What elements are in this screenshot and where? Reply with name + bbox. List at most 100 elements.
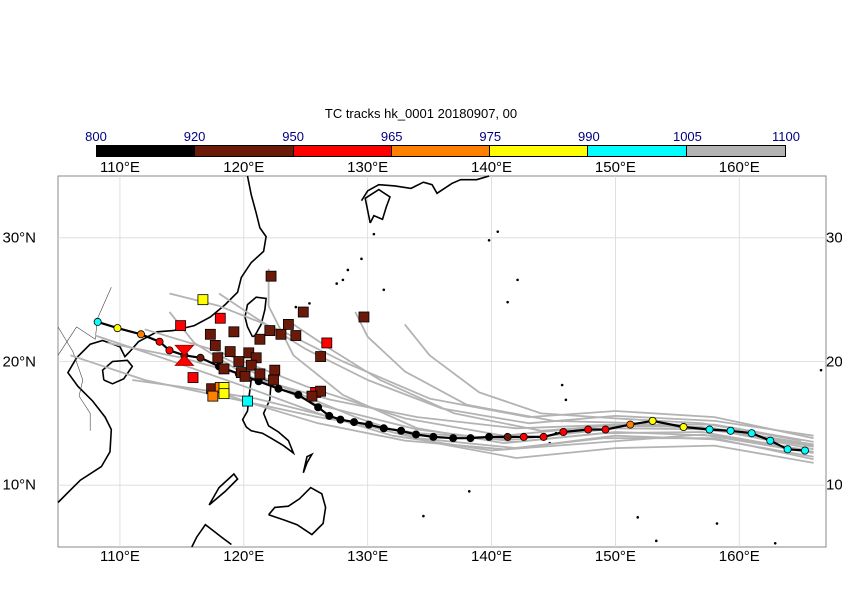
- colorbar-tick-label: 950: [282, 129, 304, 144]
- coastline: [302, 452, 314, 474]
- island-dot: [467, 490, 471, 493]
- ensemble-track: [267, 268, 802, 451]
- track-point: [584, 425, 593, 434]
- island-dot: [819, 368, 823, 372]
- landfall-marker: [269, 364, 281, 376]
- island-dot: [496, 230, 500, 233]
- lat-label-left: 30°N: [2, 229, 36, 247]
- colorbar-tick-label: 990: [577, 129, 600, 144]
- current-position-icon: [174, 344, 195, 366]
- ensemble-track: [168, 311, 814, 453]
- track-point: [766, 436, 775, 445]
- island-dot: [382, 288, 386, 292]
- colorbar-tick-label: 975: [479, 129, 502, 144]
- landfall-marker: [358, 311, 370, 323]
- lon-label-bottom: 110°E: [99, 548, 140, 565]
- island-dot: [516, 278, 519, 282]
- track-point: [294, 390, 303, 399]
- track-point: [679, 423, 688, 432]
- lon-label-top: 140°E: [471, 159, 513, 176]
- island-dot: [487, 239, 491, 242]
- lon-label-bottom: 150°E: [594, 548, 636, 565]
- lon-label-top: 120°E: [223, 159, 265, 176]
- track-point: [350, 418, 359, 427]
- island-dot: [308, 302, 311, 305]
- lon-label-top: 110°E: [99, 159, 140, 176]
- landfall-marker: [239, 370, 251, 382]
- track-point: [379, 424, 388, 433]
- landfall-marker: [306, 390, 318, 402]
- landfall-marker: [297, 306, 309, 318]
- track-point: [726, 426, 735, 435]
- ensemble-track: [292, 323, 814, 443]
- landfall-marker: [321, 337, 333, 349]
- landfall-marker: [224, 346, 236, 358]
- island-dot: [341, 278, 345, 282]
- colorbar-tick-label: 800: [85, 129, 107, 144]
- colorbar-tick-label: 965: [380, 129, 403, 144]
- coastline: [191, 523, 232, 548]
- landfall-marker: [254, 368, 266, 380]
- lat-label-right: 20°N: [826, 353, 842, 370]
- track-point: [626, 420, 635, 429]
- landfall-marker: [315, 351, 327, 362]
- landfall-marker: [214, 312, 226, 324]
- ensemble-track: [169, 292, 814, 440]
- coastline: [244, 296, 267, 338]
- track-point: [449, 434, 458, 443]
- track-point: [113, 324, 122, 333]
- lon-label-top: 150°E: [594, 159, 636, 176]
- colorbar-tick-label: 1100: [772, 129, 800, 144]
- island-dot: [360, 257, 363, 261]
- landfall-marker: [282, 318, 294, 330]
- island-dot: [422, 514, 425, 518]
- track-point: [93, 317, 102, 326]
- track-point: [705, 425, 714, 434]
- coastline: [364, 188, 391, 224]
- border-line: [57, 326, 91, 431]
- landfall-marker: [228, 326, 240, 338]
- track-point: [136, 330, 145, 339]
- track-point: [539, 432, 548, 441]
- landfall-marker: [187, 372, 199, 383]
- island-dot: [773, 541, 777, 545]
- landfall-marker: [197, 294, 209, 306]
- coastline: [360, 175, 490, 202]
- colorbar-tick-label: 920: [183, 129, 206, 144]
- track-point: [783, 445, 792, 454]
- landfall-marker: [218, 388, 230, 400]
- island-dot: [715, 522, 719, 525]
- lat-label-left: 20°N: [2, 353, 36, 370]
- landfall-marker: [233, 356, 245, 367]
- landfall-marker: [204, 328, 216, 340]
- island-dot: [654, 539, 658, 543]
- lon-label-bottom: 130°E: [347, 548, 389, 565]
- track-point: [601, 425, 610, 434]
- lon-label-bottom: 140°E: [471, 548, 513, 565]
- colorbar-segment: [686, 146, 785, 156]
- island-dot: [506, 300, 509, 304]
- landfall-marker: [245, 359, 257, 371]
- lat-label-right: 30°N: [826, 229, 842, 247]
- island-dot: [372, 232, 376, 236]
- landfall-marker: [275, 328, 287, 340]
- lon-label-bottom: 160°E: [718, 548, 760, 565]
- track-point: [364, 420, 373, 429]
- track-point: [485, 432, 494, 441]
- landfall-marker: [242, 395, 253, 407]
- lat-label-right: 10°N: [826, 476, 842, 494]
- track-point: [429, 432, 438, 441]
- coastline: [208, 472, 239, 506]
- lon-label-top: 160°E: [718, 159, 760, 176]
- track-point: [336, 415, 345, 424]
- lon-label-bottom: 120°E: [223, 548, 265, 565]
- track-point: [800, 446, 809, 455]
- colorbar-segment: [391, 146, 491, 156]
- colorbar-segment: [293, 146, 392, 156]
- landfall-marker: [265, 270, 277, 282]
- landfall-marker: [268, 374, 279, 386]
- landfall-marker: [212, 352, 224, 364]
- colorbar-segment: [97, 146, 196, 156]
- ensemble-track: [404, 323, 802, 442]
